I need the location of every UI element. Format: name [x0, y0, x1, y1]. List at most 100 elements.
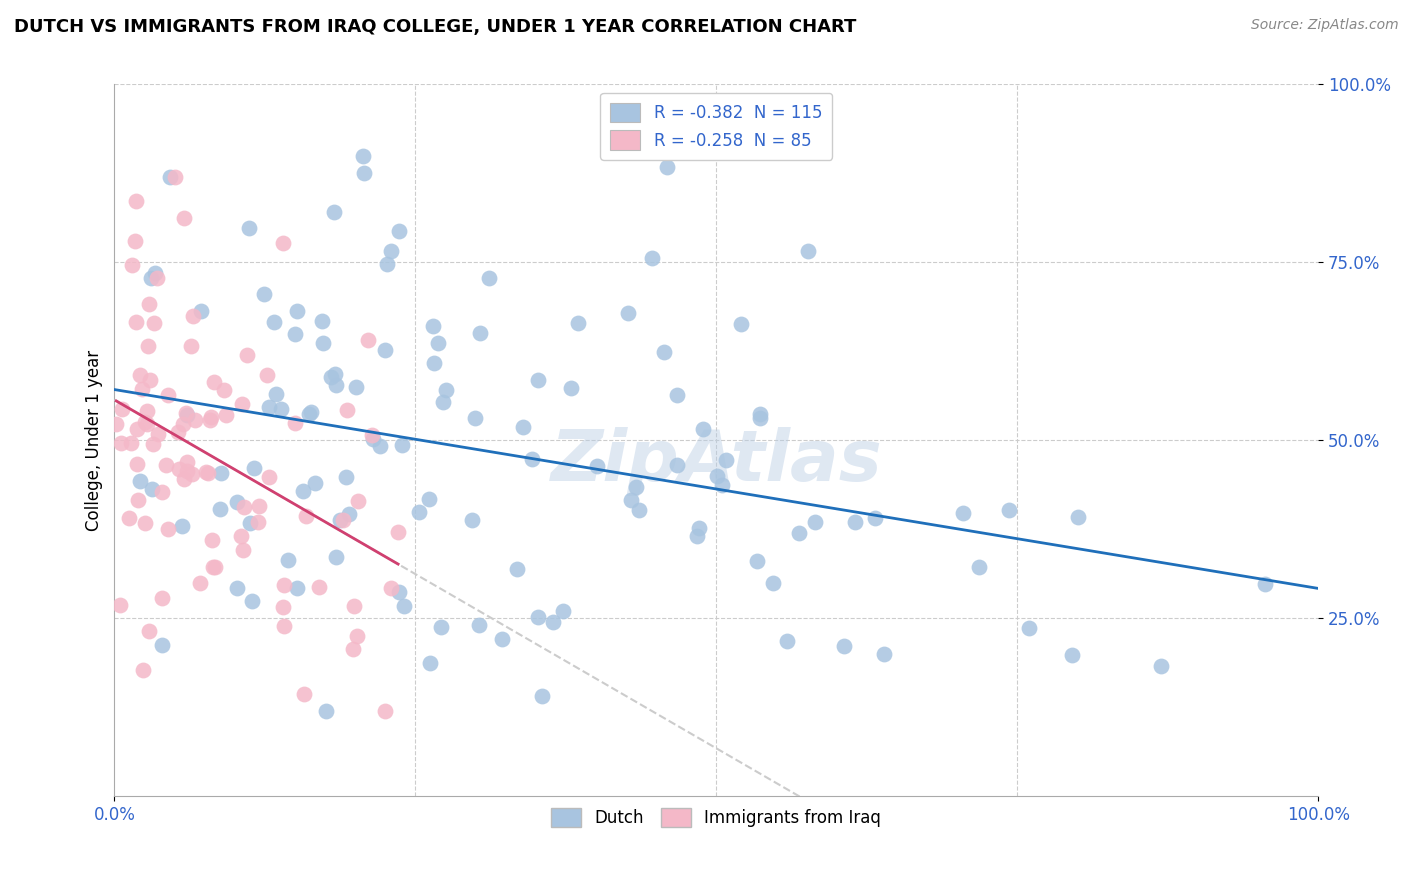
Point — [347, 493, 370, 508]
Point — [336, 402, 359, 417]
Point — [215, 409, 238, 423]
Point — [172, 417, 194, 431]
Point — [531, 689, 554, 703]
Point — [176, 464, 198, 478]
Point — [131, 383, 153, 397]
Point — [214, 383, 236, 397]
Point — [657, 160, 679, 174]
Point — [136, 339, 159, 353]
Point — [652, 345, 675, 359]
Point — [388, 585, 411, 599]
Point — [263, 315, 285, 329]
Point — [553, 604, 575, 618]
Point — [374, 343, 396, 357]
Point — [344, 380, 367, 394]
Legend: Dutch, Immigrants from Iraq: Dutch, Immigrants from Iraq — [544, 801, 887, 834]
Point — [353, 166, 375, 180]
Point — [1254, 577, 1277, 591]
Point — [208, 501, 231, 516]
Point — [247, 499, 270, 513]
Y-axis label: College, Under 1 year: College, Under 1 year — [86, 350, 103, 531]
Point — [159, 170, 181, 185]
Point — [312, 335, 335, 350]
Point — [298, 408, 321, 422]
Point — [243, 461, 266, 475]
Point — [284, 327, 307, 342]
Point — [624, 480, 647, 494]
Point — [284, 417, 307, 431]
Point — [264, 387, 287, 401]
Point — [423, 356, 446, 370]
Point — [295, 509, 318, 524]
Point — [200, 409, 222, 424]
Point — [141, 270, 163, 285]
Point — [167, 425, 190, 440]
Point — [616, 306, 638, 320]
Point — [204, 559, 226, 574]
Point — [460, 513, 482, 527]
Point — [127, 422, 149, 436]
Point — [323, 205, 346, 219]
Point — [430, 620, 453, 634]
Point — [129, 475, 152, 489]
Point — [150, 638, 173, 652]
Point — [256, 368, 278, 383]
Point — [145, 271, 167, 285]
Point — [291, 483, 314, 498]
Point — [127, 492, 149, 507]
Point — [375, 257, 398, 271]
Point — [641, 251, 664, 265]
Point — [527, 373, 550, 387]
Point — [408, 505, 430, 519]
Point — [105, 417, 128, 432]
Point — [173, 211, 195, 225]
Point — [325, 377, 347, 392]
Point — [586, 459, 609, 474]
Point — [468, 326, 491, 340]
Point — [150, 591, 173, 605]
Point — [233, 500, 256, 514]
Point — [146, 427, 169, 442]
Point — [121, 258, 143, 272]
Point — [749, 410, 772, 425]
Point — [157, 522, 180, 536]
Point — [361, 428, 384, 442]
Point — [873, 647, 896, 661]
Point — [181, 467, 204, 481]
Point — [167, 462, 190, 476]
Point — [337, 507, 360, 521]
Point — [201, 533, 224, 547]
Point — [967, 559, 990, 574]
Point — [434, 383, 457, 397]
Point — [143, 266, 166, 280]
Point — [666, 388, 689, 402]
Point — [628, 503, 651, 517]
Point — [730, 317, 752, 331]
Point — [560, 380, 582, 394]
Point — [176, 409, 198, 423]
Point — [387, 525, 409, 540]
Point — [512, 420, 534, 434]
Point — [342, 642, 364, 657]
Point — [1150, 659, 1173, 673]
Point — [419, 657, 441, 671]
Point — [125, 194, 148, 208]
Point — [834, 639, 856, 653]
Point — [666, 458, 689, 472]
Point — [285, 581, 308, 595]
Point — [150, 485, 173, 500]
Point — [232, 543, 254, 558]
Text: ZipAtlas: ZipAtlas — [551, 427, 882, 496]
Point — [240, 594, 263, 608]
Point — [132, 664, 155, 678]
Point — [321, 370, 343, 384]
Point — [422, 318, 444, 333]
Point — [252, 286, 274, 301]
Point — [270, 401, 292, 416]
Point — [202, 375, 225, 389]
Point — [135, 417, 157, 432]
Point — [129, 368, 152, 383]
Point — [357, 333, 380, 347]
Text: DUTCH VS IMMIGRANTS FROM IRAQ COLLEGE, UNDER 1 YEAR CORRELATION CHART: DUTCH VS IMMIGRANTS FROM IRAQ COLLEGE, U… — [14, 18, 856, 36]
Point — [797, 244, 820, 258]
